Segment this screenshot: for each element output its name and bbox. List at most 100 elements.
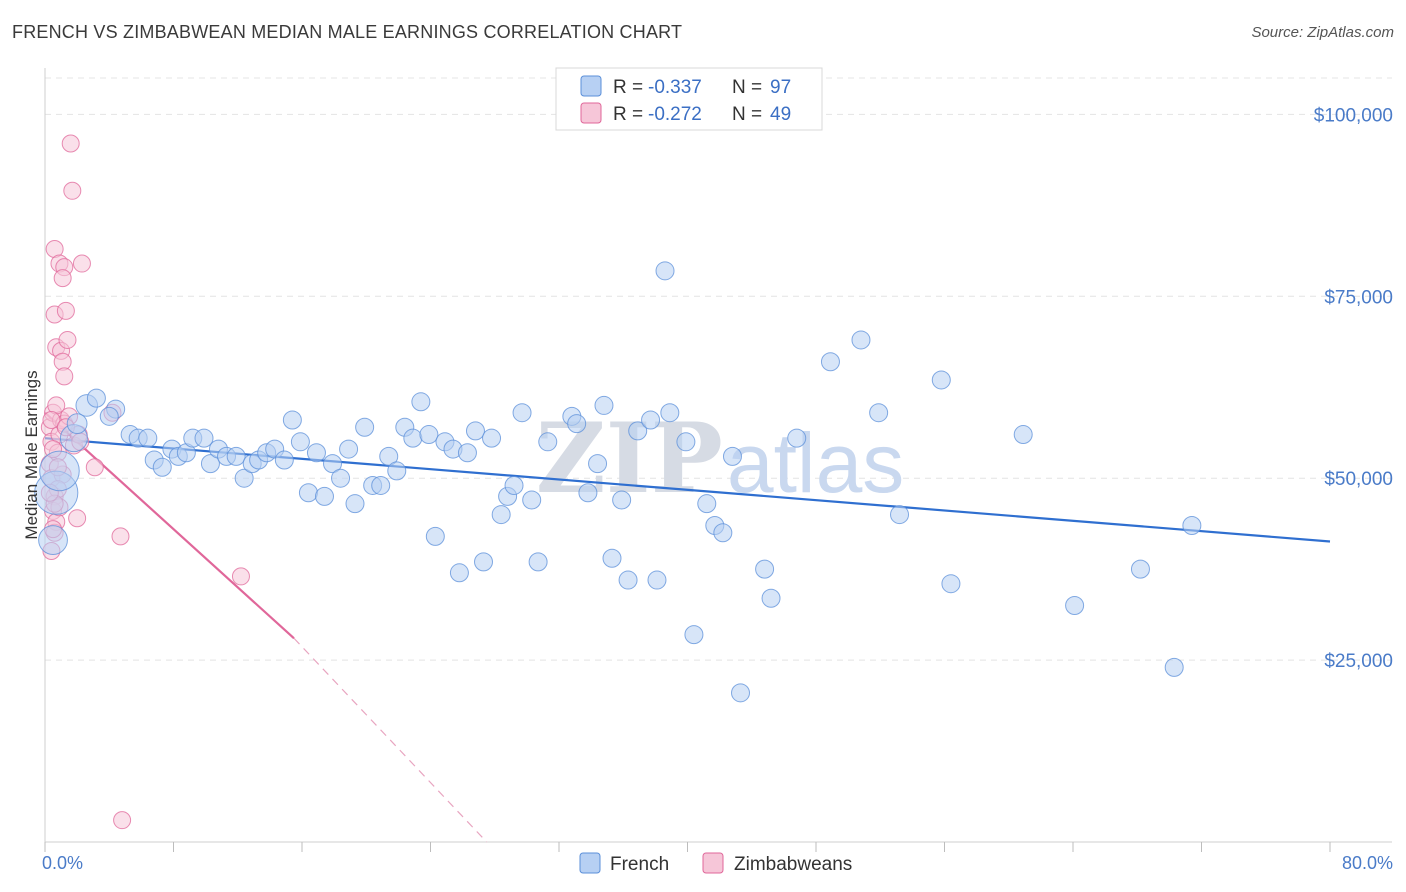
x-tick-label-min: 0.0%	[42, 853, 83, 873]
french-point	[86, 388, 106, 408]
french-point	[578, 483, 598, 503]
french-point	[890, 505, 910, 525]
zimbabwean-point	[63, 181, 82, 200]
french-point	[612, 490, 632, 510]
chart-source: Source: ZipAtlas.com	[1251, 24, 1394, 41]
french-point	[660, 403, 680, 423]
bottom-legend-swatch-french	[579, 852, 601, 874]
french-point	[931, 370, 951, 390]
french-point	[403, 428, 423, 448]
french-point	[387, 461, 407, 481]
french-point	[290, 432, 310, 452]
french-point	[1013, 425, 1033, 445]
french-point	[339, 439, 359, 459]
zimbabwean-trend-line	[44, 411, 295, 640]
french-point	[722, 446, 742, 466]
legend-zim-n-label: N =	[732, 104, 762, 125]
zimbabwean-point	[111, 527, 130, 546]
x-tick-label-max: 80.0%	[1342, 853, 1393, 873]
french-point	[628, 421, 648, 441]
french-point	[851, 330, 871, 350]
french-point	[491, 505, 511, 525]
svg-text:R =: R =	[613, 77, 643, 98]
french-point	[226, 446, 246, 466]
y-axis-title: Median Male Earnings	[22, 370, 41, 539]
french-point	[641, 410, 661, 430]
french-point	[282, 410, 302, 430]
bottom-legend-zimbabweans: Zimbabweans	[734, 854, 852, 875]
french-point	[713, 523, 733, 543]
french-point	[1182, 515, 1202, 535]
zimbabwean-point	[56, 301, 75, 320]
bottom-legend-french: French	[610, 854, 669, 875]
french-point	[314, 486, 334, 506]
top-legend: R = -0.337 N = 97 R = -0.272 N = 49	[555, 67, 823, 131]
zimbabwean-point	[42, 410, 61, 429]
french-point	[602, 548, 622, 568]
french-point	[194, 428, 214, 448]
french-point	[200, 454, 220, 474]
french-point	[482, 428, 502, 448]
french-point	[504, 475, 524, 495]
french-points	[34, 261, 1202, 703]
french-point	[306, 443, 326, 463]
legend-swatch-french	[580, 75, 602, 97]
french-point	[274, 450, 294, 470]
french-point	[618, 570, 638, 590]
zimbabwean-point	[68, 509, 87, 528]
french-point	[379, 446, 399, 466]
french-point	[731, 683, 751, 703]
french-point	[474, 552, 494, 572]
french-point	[411, 392, 431, 412]
legend-swatch-zimbabwean	[580, 102, 602, 124]
legend-french-n-value: 97	[770, 77, 791, 98]
legend-french-r-label: R =	[613, 77, 643, 98]
zimbabwean-point	[113, 811, 132, 830]
french-point	[787, 428, 807, 448]
french-point	[355, 417, 375, 437]
axes	[44, 68, 1392, 852]
zimbabwean-point	[231, 567, 250, 586]
french-point	[234, 468, 254, 488]
zimbabwean-point	[85, 458, 104, 477]
french-point	[588, 454, 608, 474]
legend-zim-n-value: 49	[770, 104, 791, 125]
french-point	[538, 432, 558, 452]
french-point	[457, 443, 477, 463]
french-point	[647, 570, 667, 590]
french-point	[1164, 657, 1184, 677]
legend-zim-r-label: R =	[613, 104, 643, 125]
legend-french-r-value: -0.337	[648, 77, 702, 98]
zimbabwean-point	[58, 330, 77, 349]
french-point	[371, 475, 391, 495]
zimbabwean-trend-extension	[293, 637, 488, 843]
french-point	[761, 588, 781, 608]
french-point	[449, 563, 469, 583]
french-point	[323, 454, 343, 474]
french-point	[331, 468, 351, 488]
french-point	[465, 421, 485, 441]
french-point	[99, 406, 119, 426]
french-point	[66, 413, 88, 435]
french-point	[512, 403, 532, 423]
french-point	[594, 395, 614, 415]
french-point	[655, 261, 675, 281]
french-point	[419, 425, 439, 445]
french-point	[697, 494, 717, 514]
french-point	[522, 490, 542, 510]
french-point	[1065, 596, 1085, 616]
french-point	[345, 494, 365, 514]
french-point	[38, 525, 68, 555]
french-point	[1130, 559, 1150, 579]
french-point	[567, 414, 587, 434]
y-tick-label: $75,000	[1324, 287, 1393, 308]
french-point	[528, 552, 548, 572]
french-point	[39, 450, 80, 492]
y-tick-label: $50,000	[1324, 469, 1393, 490]
french-point	[755, 559, 775, 579]
zimbabwean-point	[53, 269, 72, 288]
zimbabwean-point	[61, 134, 80, 153]
legend-zim-r-value: -0.272	[648, 104, 702, 125]
legend-french-n-label: N =	[732, 77, 762, 98]
